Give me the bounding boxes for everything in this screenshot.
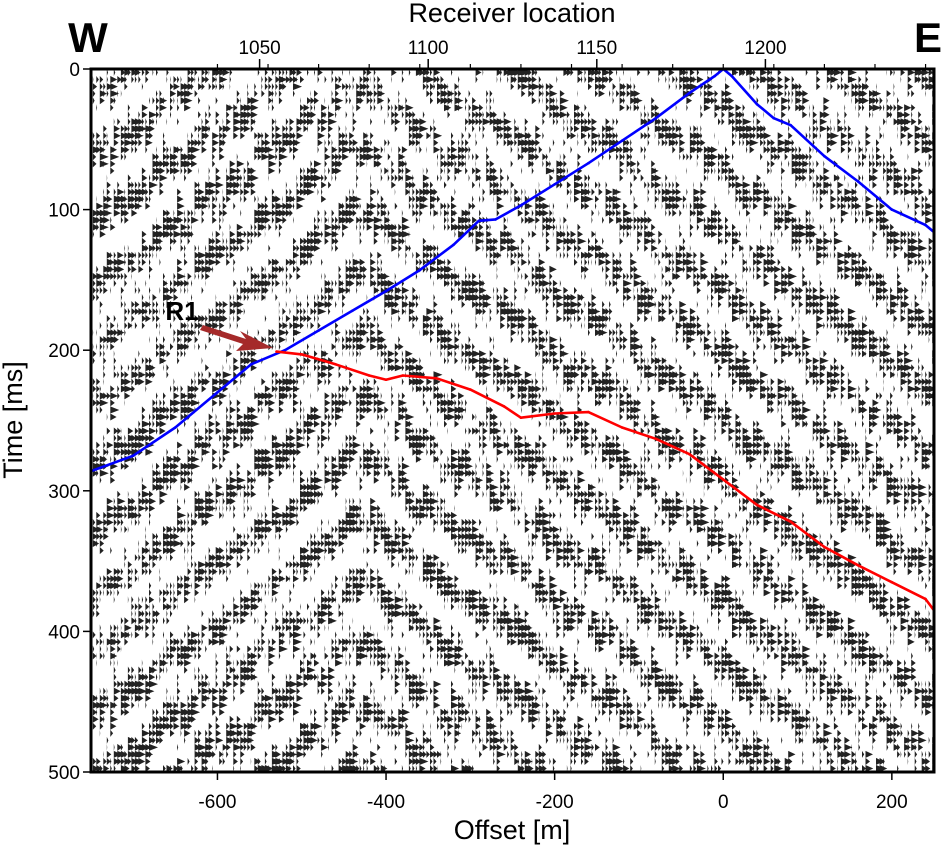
- top-tick-label: 1100: [408, 38, 449, 59]
- series-0-point: [587, 161, 590, 165]
- y-tick-label: 400: [48, 622, 80, 643]
- series-0-point: [823, 154, 826, 158]
- series-0-point: [924, 223, 927, 227]
- series-0-point: [174, 426, 177, 429]
- series-1-point: [722, 478, 725, 481]
- y-tick-label: 500: [48, 763, 80, 784]
- series-0-point: [890, 208, 894, 211]
- top-tick-label: 1050: [238, 38, 280, 59]
- series-1-point: [620, 426, 624, 429]
- series-0-point: [452, 243, 455, 247]
- top-axis-title: Receiver location: [408, 0, 615, 28]
- series-1-point: [384, 378, 388, 382]
- series-1-point: [654, 437, 658, 441]
- x-tick-label: 0: [718, 792, 729, 813]
- series-0-point: [730, 74, 733, 78]
- y-tick-label: 200: [48, 341, 80, 362]
- series-0-point: [688, 91, 691, 95]
- x-tick-label: 200: [876, 792, 908, 813]
- series-0-point: [620, 139, 624, 142]
- top-tick-label: 1150: [576, 38, 617, 59]
- series-0-point: [519, 204, 523, 207]
- y-axis-ticks: 0 100 200 300 400 500: [48, 60, 91, 784]
- west-label: W: [68, 14, 108, 61]
- series-0-point: [713, 74, 717, 78]
- series-0-point: [283, 348, 287, 352]
- series-1-point: [401, 374, 405, 377]
- series-1-point: [789, 520, 792, 523]
- r1-annotation: R1: [165, 296, 273, 351]
- pick-lines: [91, 69, 934, 612]
- series-1-point: [755, 503, 759, 507]
- y-tick-label: 100: [48, 201, 80, 222]
- r1-label: R1: [165, 296, 198, 326]
- top-tick-label: 1200: [744, 38, 786, 59]
- y-tick-label: 300: [48, 482, 80, 503]
- series-0-point: [216, 391, 219, 394]
- series-0-point: [789, 123, 792, 127]
- series-1-point: [334, 363, 337, 366]
- y-axis-title: Time [ms]: [0, 361, 28, 479]
- series-1-point: [300, 353, 304, 356]
- plot-area: [91, 69, 934, 772]
- series-1-point: [367, 374, 371, 377]
- r1-arrow-icon: [200, 325, 273, 351]
- series-1-point: [823, 545, 826, 549]
- plot-frame: [89, 67, 936, 774]
- x-axis-ticks: -600 -400 -200 0 200: [198, 772, 908, 813]
- x-axis-title: Offset [m]: [454, 815, 571, 845]
- series-1-point: [502, 405, 506, 408]
- series-1-point: [890, 580, 894, 584]
- series-0-point: [131, 454, 135, 458]
- x-tick-label: -400: [367, 792, 405, 813]
- series-0-point: [351, 309, 354, 313]
- series-1-point: [435, 377, 438, 380]
- series-0-point: [384, 289, 388, 293]
- series-0-point: [494, 218, 497, 221]
- series-0-point: [654, 116, 658, 120]
- series-0-point: [553, 183, 556, 186]
- series-0-point: [755, 102, 759, 106]
- series-0-point: [477, 219, 481, 223]
- series-1-point: [856, 564, 860, 567]
- series-1-point: [688, 452, 691, 456]
- series-1-point: [924, 597, 927, 601]
- series-1-point: [553, 412, 556, 415]
- x-tick-label: -600: [198, 792, 236, 813]
- series-0-point: [317, 329, 320, 332]
- east-label: E: [914, 14, 942, 61]
- series-0-point: [418, 268, 422, 272]
- y-tick-label: 0: [69, 60, 80, 81]
- series-0-point: [772, 116, 776, 120]
- series-1-point: [519, 416, 523, 420]
- series-1-point: [469, 388, 472, 391]
- top-axis-ticks: 1050 1100 1150 1200: [216, 38, 927, 69]
- series-0-point: [856, 180, 860, 183]
- series-1-point: [587, 410, 590, 414]
- x-tick-label: -200: [536, 792, 574, 813]
- series-1-point: [275, 350, 278, 353]
- series-0-point: [249, 363, 253, 366]
